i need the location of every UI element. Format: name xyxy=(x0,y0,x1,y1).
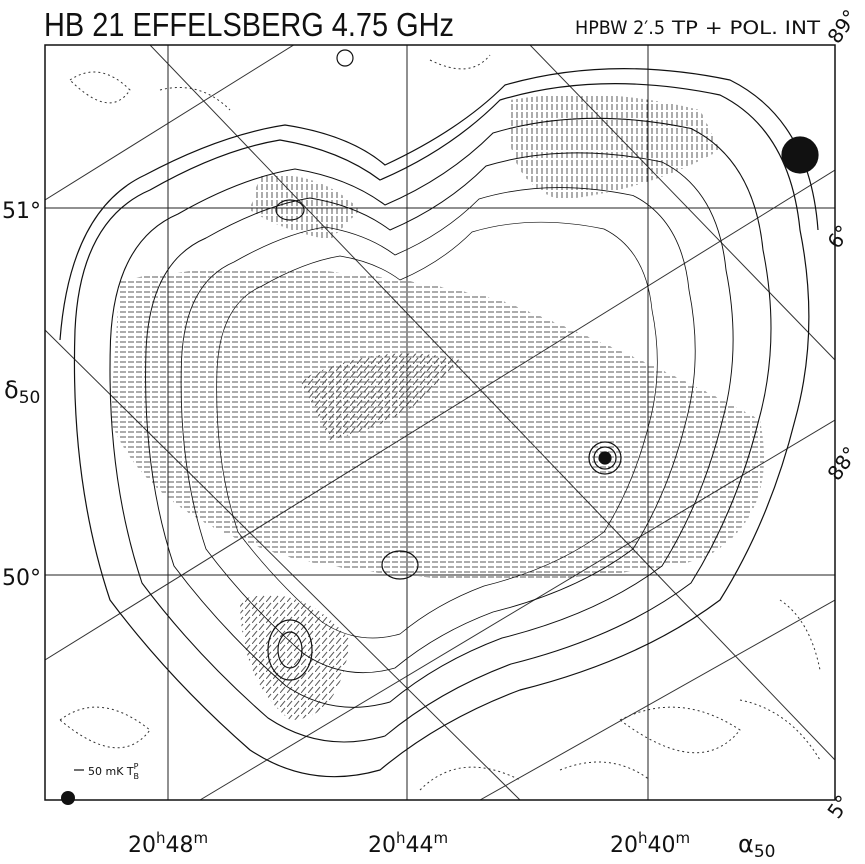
ra-h-symbol: h xyxy=(638,829,648,847)
title: HB 21 EFFELSBERG 4.75 GHz xyxy=(44,6,454,43)
ra-h-symbol: h xyxy=(156,829,166,847)
dec-axis-label: δ50 xyxy=(4,376,40,408)
ra-tick-label: 20h48m xyxy=(128,829,208,858)
ra-tick-label: 20h44m xyxy=(368,829,448,858)
ra-m-symbol: m xyxy=(434,829,449,847)
ra-hours: 20 xyxy=(610,833,638,858)
dec-epoch: 50 xyxy=(19,388,41,408)
galactic-tick-label: 5° xyxy=(822,790,855,822)
scale-sub: B xyxy=(133,772,139,781)
map-area xyxy=(45,0,835,800)
scale-sup: P xyxy=(134,762,139,771)
galactic-tick-label: 89° xyxy=(822,5,862,48)
ra-minutes: 40 xyxy=(648,833,676,858)
beam xyxy=(61,791,75,805)
ra-minutes: 44 xyxy=(406,833,434,858)
dec-tick-label: 50° xyxy=(2,566,41,591)
polarization-vectors xyxy=(110,94,764,720)
dec-tick-label: 51° xyxy=(2,199,41,224)
mode-label: TP + POL. INT xyxy=(671,17,821,39)
map-figure: HB 21 EFFELSBERG 4.75 GHz HPBW 2′.5 TP +… xyxy=(0,0,865,864)
galactic-labels: 89° 6° 88° 5° xyxy=(822,5,862,823)
ra-hours: 20 xyxy=(368,833,396,858)
galactic-tick-label: 88° xyxy=(822,442,862,485)
dec-symbol: δ xyxy=(4,376,19,404)
scale-text: 50 mK T xyxy=(88,765,134,778)
ra-symbol: α xyxy=(738,830,754,858)
ra-epoch: 50 xyxy=(754,842,776,862)
ra-hours: 20 xyxy=(128,833,156,858)
galactic-tick-label: 6° xyxy=(822,220,855,252)
ra-m-symbol: m xyxy=(676,829,691,847)
ra-ticks: 20h48m 20h44m 20h40m xyxy=(128,829,690,858)
beam-size: HPBW 2′.5 xyxy=(575,17,665,39)
ra-minutes: 48 xyxy=(166,833,194,858)
ra-m-symbol: m xyxy=(194,829,209,847)
ra-h-symbol: h xyxy=(396,829,406,847)
ra-axis-label: α50 xyxy=(738,830,775,862)
ra-tick-label: 20h40m xyxy=(610,829,690,858)
